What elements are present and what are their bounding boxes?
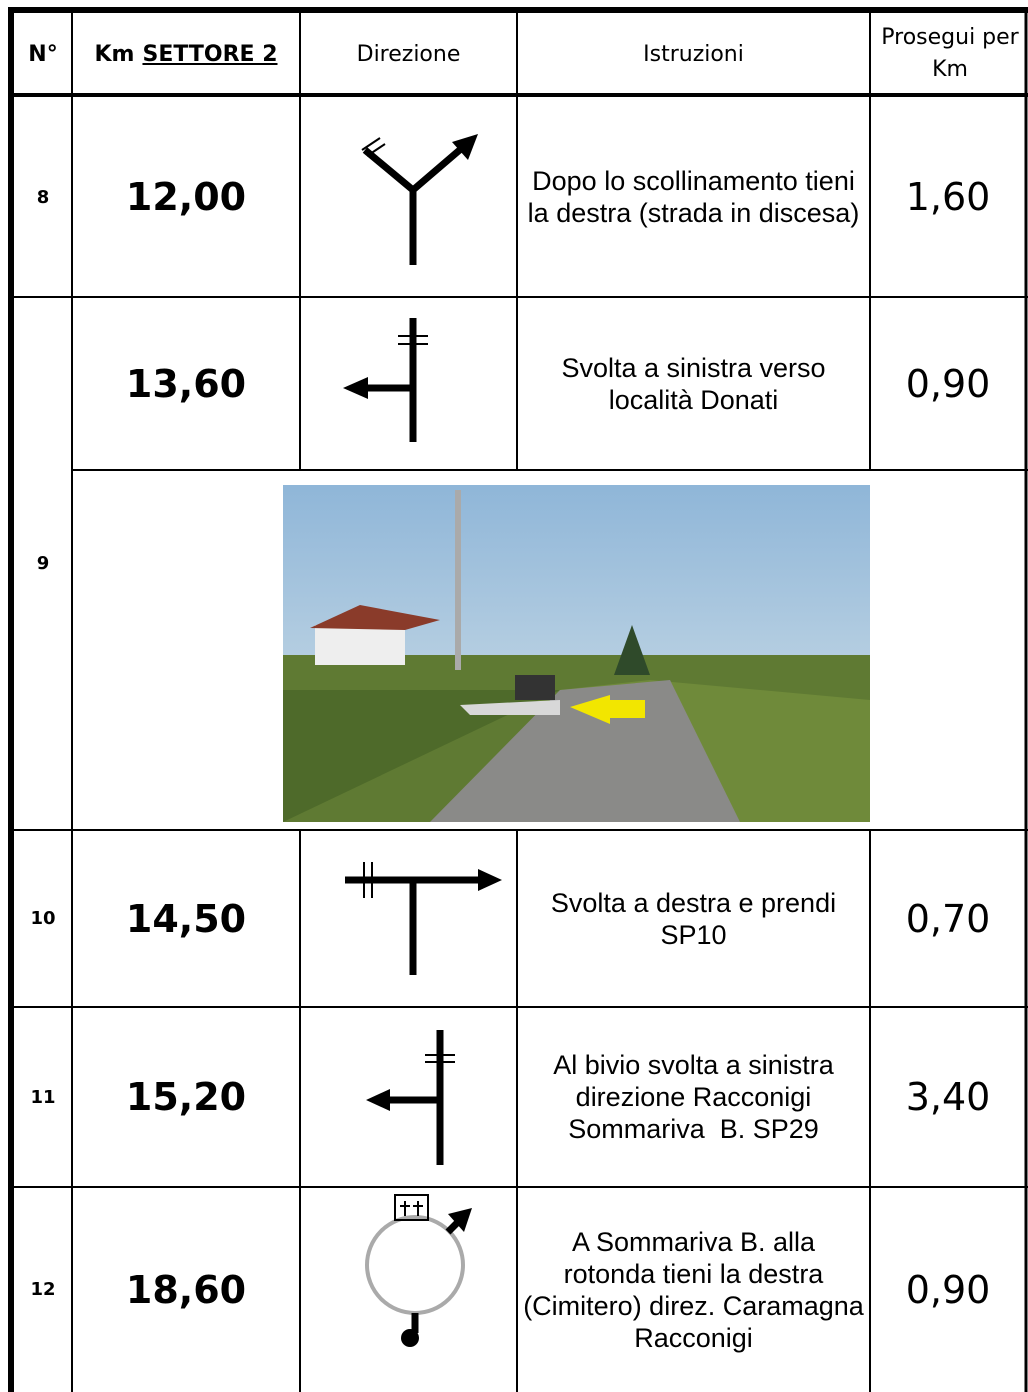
continue-value: 0,90 [905,361,991,406]
km-value: 13,60 [125,361,247,406]
row-number: 10 [30,908,56,929]
row-number: 9 [36,553,50,574]
header-instructions: Istruzioni [643,41,744,67]
photo [283,485,870,822]
header-continue: Prosegui per Km [881,25,1019,82]
instruction: Svolta a sinistra verso località Donati [561,352,834,415]
km-value: 12,00 [125,175,247,219]
header-km-label: Km [94,41,135,67]
instruction: Dopo lo scollinamento tieni la destra (s… [527,166,863,228]
km-value: 18,60 [125,1267,247,1312]
direction-icons [343,134,502,1347]
row-number: 8 [36,186,50,208]
grid-lines [8,7,1028,1392]
instruction: A Sommariva B. alla rotonda tieni la des… [523,1226,872,1353]
km-value: 15,20 [125,1075,247,1119]
row-number: 11 [30,1086,56,1108]
continue-value: 0,70 [905,896,991,941]
row-number: 12 [30,1279,56,1300]
header-km: Km SETTORE 2 [72,13,300,95]
header-sector: SETTORE 2 [142,41,278,67]
header-number: N° [28,41,58,67]
header-direction: Direzione [356,41,461,67]
continue-value: 3,40 [905,1075,991,1119]
km-value: 14,50 [125,896,247,941]
instruction: Al bivio svolta a sinistra direzione Rac… [553,1050,842,1144]
instruction: Svolta a destra e prendi SP10 [550,887,844,950]
continue-value: 0,90 [905,1267,991,1312]
continue-value: 1,60 [905,175,991,219]
